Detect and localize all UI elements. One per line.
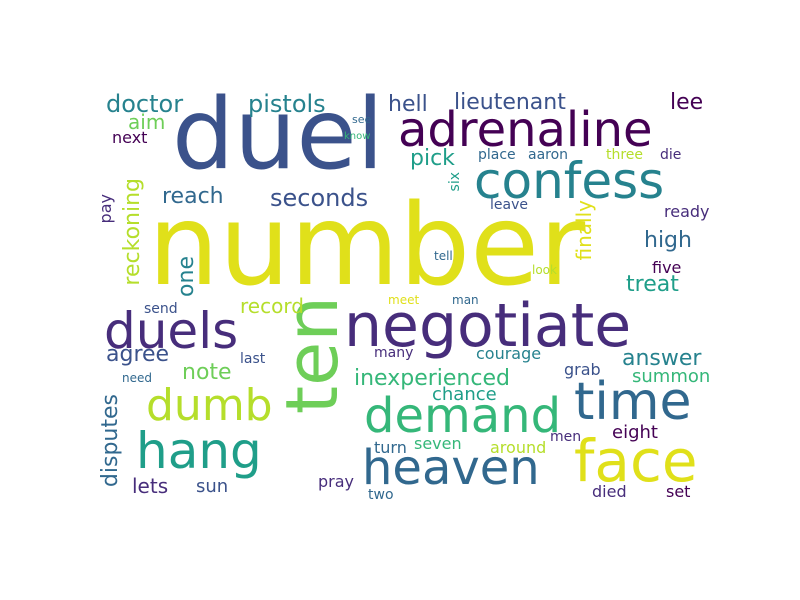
word-chance: chance: [432, 384, 497, 405]
word-aaron: aaron: [528, 147, 569, 163]
word-pray: pray: [318, 472, 355, 491]
word-summon: summon: [632, 366, 711, 387]
word-turn: turn: [374, 438, 407, 457]
word-high: high: [644, 228, 692, 253]
word-duel: duel: [172, 78, 384, 192]
word-meet: meet: [388, 293, 420, 307]
word-doctor: doctor: [106, 90, 184, 118]
word-six: six: [447, 172, 463, 192]
word-lieutenant: lieutenant: [454, 90, 566, 115]
word-men: men: [550, 429, 582, 445]
word-pay: pay: [96, 194, 115, 224]
word-aim: aim: [128, 110, 166, 134]
word-five: five: [652, 258, 682, 277]
word-see: see: [352, 113, 372, 126]
word-reach: reach: [162, 184, 224, 209]
word-answer: answer: [622, 346, 702, 371]
word-send: send: [144, 301, 178, 317]
word-heaven: heaven: [362, 440, 540, 496]
word-leave: leave: [490, 197, 528, 213]
word-many: many: [374, 345, 414, 361]
word-note: note: [182, 360, 232, 385]
word-finally: finally: [572, 200, 596, 261]
word-know: know: [344, 131, 371, 142]
word-tell: tell: [434, 249, 453, 263]
word-lets: lets: [132, 474, 169, 498]
word-courage: courage: [476, 344, 542, 363]
word-agree: agree: [106, 342, 170, 367]
word-need: need: [122, 371, 152, 385]
word-die: die: [660, 147, 682, 163]
word-seconds: seconds: [270, 184, 369, 212]
word-two: two: [368, 487, 394, 503]
word-pick: pick: [410, 146, 455, 171]
word-reckoning: reckoning: [120, 178, 145, 286]
word-confess: confess: [474, 152, 665, 210]
word-face: face: [574, 427, 698, 495]
word-look: look: [532, 263, 557, 277]
word-demand: demand: [364, 388, 562, 444]
word-adrenaline: adrenaline: [398, 102, 653, 158]
word-lee: lee: [670, 90, 704, 115]
word-hang: hang: [136, 422, 262, 480]
word-eight: eight: [612, 422, 658, 443]
word-record: record: [240, 294, 304, 318]
word-time: time: [574, 372, 692, 432]
word-place: place: [478, 147, 516, 163]
word-treat: treat: [626, 272, 679, 297]
word-ready: ready: [664, 202, 710, 221]
word-next: next: [112, 128, 148, 147]
word-one: one: [174, 256, 199, 297]
word-last: last: [240, 351, 266, 367]
word-dumb: dumb: [146, 380, 273, 431]
word-man: man: [452, 293, 479, 307]
word-hell: hell: [388, 92, 428, 117]
word-sun: sun: [196, 476, 229, 497]
word-grab: grab: [564, 360, 601, 379]
word-pistols: pistols: [248, 90, 326, 118]
word-disputes: disputes: [98, 394, 123, 488]
word-three: three: [606, 147, 644, 163]
word-negotiate: negotiate: [344, 291, 632, 361]
word-around: around: [490, 438, 547, 457]
word-seven: seven: [414, 434, 462, 453]
word-died: died: [592, 482, 627, 501]
word-set: set: [666, 482, 691, 501]
word-inexperienced: inexperienced: [354, 366, 510, 391]
word-duels: duels: [104, 302, 239, 360]
word-number: number: [148, 181, 586, 311]
